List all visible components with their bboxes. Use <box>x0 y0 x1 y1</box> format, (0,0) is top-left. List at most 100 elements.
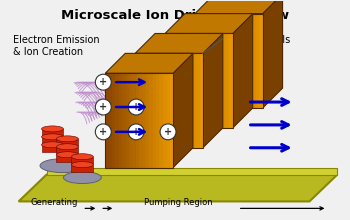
Bar <box>232 14 236 108</box>
Bar <box>259 14 263 108</box>
Ellipse shape <box>42 142 63 148</box>
Bar <box>212 33 216 128</box>
Bar <box>179 53 183 148</box>
Text: Generating: Generating <box>30 198 78 207</box>
Circle shape <box>160 124 176 140</box>
Bar <box>175 33 179 128</box>
Bar <box>135 53 139 148</box>
Text: Electron Emission
& Ion Creation: Electron Emission & Ion Creation <box>13 35 99 57</box>
Bar <box>242 14 246 108</box>
Polygon shape <box>195 0 282 14</box>
Circle shape <box>128 124 144 140</box>
Bar <box>135 53 203 148</box>
Bar <box>42 129 63 136</box>
Text: Microchannels: Microchannels <box>220 35 290 46</box>
Bar <box>132 73 136 168</box>
Bar <box>195 14 262 108</box>
Bar <box>216 33 220 128</box>
Bar <box>226 33 230 128</box>
Bar <box>202 33 206 128</box>
Bar <box>116 73 119 168</box>
Bar <box>170 73 174 168</box>
Bar <box>246 14 250 108</box>
Bar <box>71 157 93 164</box>
Bar <box>119 73 123 168</box>
Text: +: + <box>132 127 140 137</box>
Bar <box>169 53 173 148</box>
Ellipse shape <box>42 126 63 132</box>
Bar <box>163 73 167 168</box>
Ellipse shape <box>56 136 78 142</box>
Bar <box>249 14 253 108</box>
Bar <box>183 53 187 148</box>
Bar <box>182 33 186 128</box>
Bar <box>71 165 93 172</box>
Bar <box>105 73 173 168</box>
Bar <box>176 53 180 148</box>
Circle shape <box>95 99 111 115</box>
Bar <box>196 33 199 128</box>
Bar <box>56 139 78 146</box>
Circle shape <box>95 124 111 140</box>
Ellipse shape <box>56 144 78 150</box>
Bar <box>42 145 63 152</box>
Bar <box>165 33 169 128</box>
Ellipse shape <box>40 159 85 173</box>
Bar <box>219 14 223 108</box>
Bar <box>239 14 243 108</box>
Bar <box>165 33 233 128</box>
Ellipse shape <box>71 154 93 160</box>
Bar <box>122 73 126 168</box>
Bar <box>223 33 226 128</box>
Bar <box>236 14 239 108</box>
Bar <box>186 33 189 128</box>
Polygon shape <box>173 53 193 168</box>
Bar <box>155 53 159 148</box>
Bar <box>145 53 149 148</box>
Bar <box>252 14 257 108</box>
Circle shape <box>95 74 111 90</box>
Bar <box>192 33 196 128</box>
Bar <box>139 73 143 168</box>
Text: +: + <box>164 127 172 137</box>
Bar <box>166 73 170 168</box>
Bar <box>139 53 142 148</box>
Text: +: + <box>99 127 107 137</box>
Bar <box>202 14 205 108</box>
Polygon shape <box>233 14 253 128</box>
Bar <box>160 73 163 168</box>
Bar <box>206 33 210 128</box>
Bar <box>162 53 166 148</box>
Text: +: + <box>132 102 140 112</box>
Bar <box>229 33 233 128</box>
Bar <box>219 33 223 128</box>
Text: +: + <box>99 77 107 87</box>
Bar <box>159 53 163 148</box>
Bar <box>186 53 190 148</box>
Bar <box>199 53 203 148</box>
Polygon shape <box>262 0 282 108</box>
Bar <box>129 73 133 168</box>
Bar <box>189 53 193 148</box>
Bar <box>195 14 199 108</box>
Text: Pumping Region: Pumping Region <box>144 198 212 207</box>
Bar <box>225 14 229 108</box>
Bar <box>196 53 200 148</box>
Ellipse shape <box>42 134 63 140</box>
Bar <box>56 147 78 154</box>
Ellipse shape <box>63 172 101 183</box>
Bar <box>142 73 146 168</box>
Bar <box>198 14 202 108</box>
Bar <box>166 53 169 148</box>
Bar <box>126 73 130 168</box>
Bar <box>112 73 116 168</box>
Text: +: + <box>99 102 107 112</box>
Bar <box>105 73 109 168</box>
Polygon shape <box>135 33 223 53</box>
Bar <box>142 53 146 148</box>
Polygon shape <box>47 168 337 175</box>
Bar <box>173 53 176 148</box>
Bar <box>178 33 182 128</box>
Bar <box>222 14 226 108</box>
Bar <box>156 73 160 168</box>
